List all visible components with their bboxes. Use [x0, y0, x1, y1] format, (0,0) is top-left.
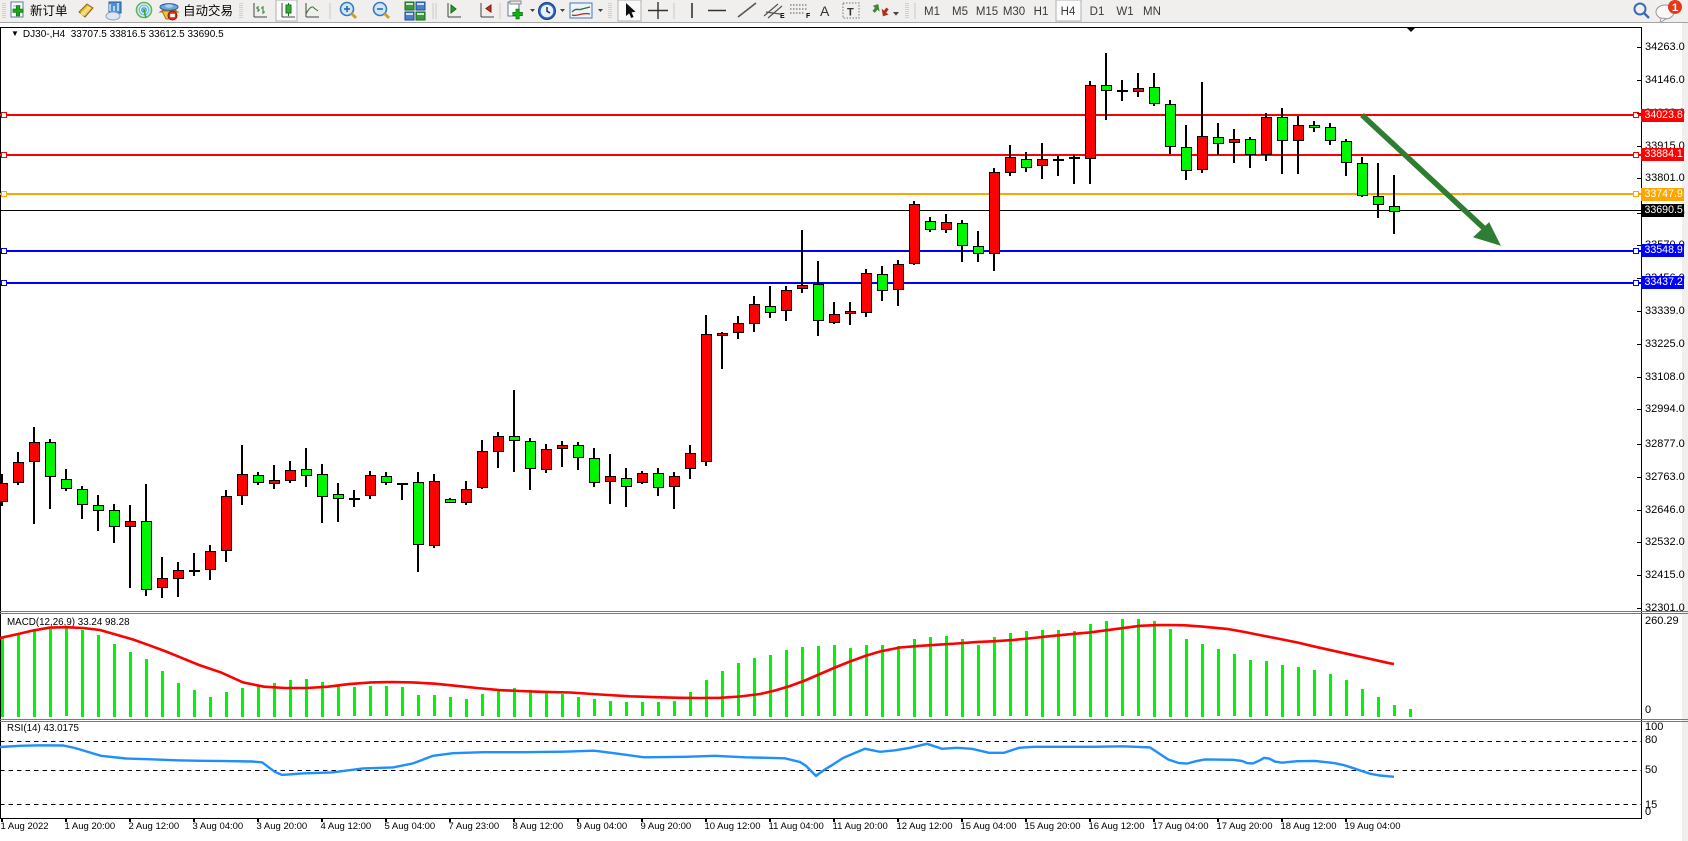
svg-text:自动交易: 自动交易	[183, 3, 233, 18]
svg-text:T: T	[847, 7, 854, 19]
svg-text:H4: H4	[1061, 6, 1076, 18]
svg-text:M1: M1	[924, 6, 940, 18]
svg-text:F: F	[806, 13, 811, 20]
svg-text:新订单: 新订单	[30, 3, 68, 18]
svg-text:MN: MN	[1143, 6, 1161, 18]
svg-text:1: 1	[1672, 2, 1678, 14]
svg-text:D1: D1	[1090, 6, 1105, 18]
svg-text:H1: H1	[1034, 6, 1049, 18]
svg-text:A: A	[820, 3, 830, 19]
svg-text:M5: M5	[952, 6, 968, 18]
svg-text:M15: M15	[976, 6, 998, 18]
svg-text:W1: W1	[1116, 6, 1133, 18]
svg-text:M30: M30	[1003, 6, 1025, 18]
svg-text:E: E	[780, 13, 785, 20]
